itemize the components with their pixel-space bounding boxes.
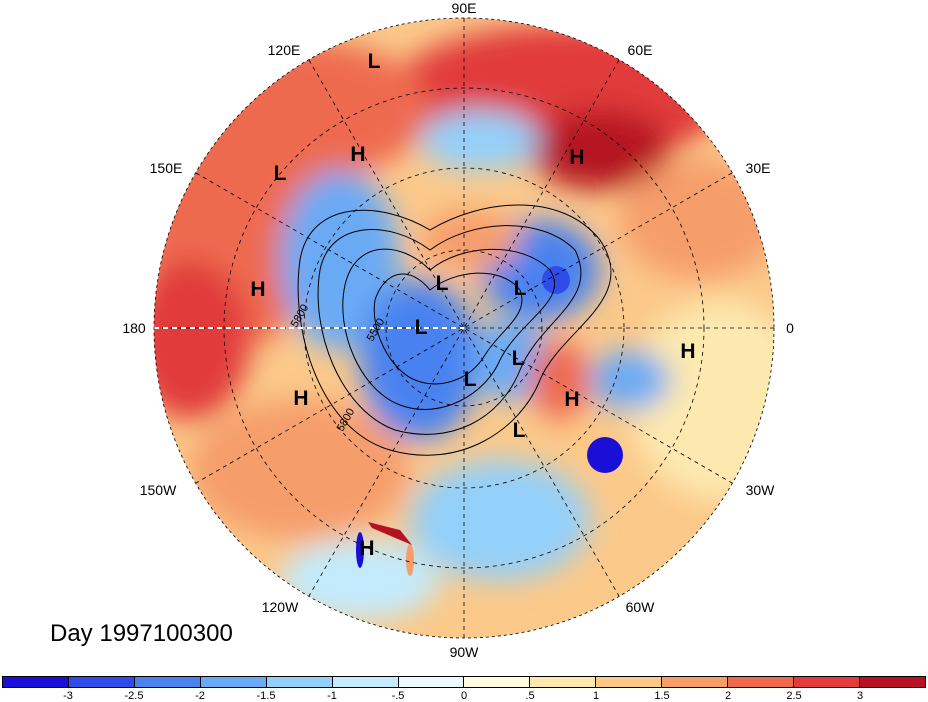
- colorbar-swatch: [200, 677, 267, 687]
- colorbar-swatch: [3, 677, 69, 687]
- pressure-center-label: L: [513, 277, 527, 300]
- pressure-center-label: H: [350, 143, 366, 166]
- colorbar-swatch: [332, 677, 399, 687]
- pressure-center-label: L: [414, 316, 428, 339]
- lon-label-120e: 120E: [267, 42, 301, 58]
- pressure-center-label: L: [273, 162, 287, 185]
- lon-label-90e: 90E: [451, 0, 477, 16]
- lon-label-90w: 90W: [449, 644, 479, 660]
- colorbar-tick-label: -2: [195, 690, 205, 702]
- colorbar-swatch: [266, 677, 333, 687]
- pressure-center-label: H: [250, 278, 266, 301]
- colorbar-tick-label: 2.5: [786, 690, 802, 702]
- anomaly-field: [154, 18, 774, 638]
- colorbar-swatch: [662, 677, 729, 687]
- colorbar-tick-label: -1.5: [256, 690, 276, 702]
- lon-label-30w: 30W: [745, 482, 775, 498]
- pressure-center-label: L: [367, 50, 381, 73]
- colorbar-swatch: [134, 677, 201, 687]
- pressure-center-label: H: [293, 387, 309, 410]
- colorbar-tick-label: -1: [327, 690, 337, 702]
- colorbar-tick-label: 2: [724, 690, 732, 702]
- lon-label-0: 0: [786, 320, 794, 336]
- polar-map: [153, 17, 775, 639]
- map-title: Day 1997100300: [50, 620, 233, 647]
- colorbar: [2, 676, 926, 688]
- pressure-center-label: L: [512, 419, 526, 442]
- lon-label-120w: 120W: [261, 599, 299, 615]
- pressure-center-label: L: [435, 272, 449, 295]
- colorbar-tick-label: 1: [592, 690, 600, 702]
- lon-label-60e: 60E: [627, 42, 653, 58]
- colorbar-tick-label: 1.5: [654, 690, 670, 702]
- pressure-center-label: H: [680, 340, 696, 363]
- colorbar-swatch: [68, 677, 135, 687]
- colorbar-tick-label: 0: [460, 690, 468, 702]
- colorbar-tick-label: -2.5: [124, 690, 144, 702]
- lon-label-30e: 30E: [745, 160, 771, 176]
- colorbar-tick-label: -.5: [391, 690, 405, 702]
- pressure-center-label: H: [359, 537, 375, 560]
- colorbar-swatch: [794, 677, 860, 687]
- colorbar-swatch: [859, 677, 925, 687]
- colorbar-swatch: [398, 677, 465, 687]
- pressure-center-label: H: [564, 388, 580, 411]
- colorbar-swatch: [530, 677, 597, 687]
- colorbar-swatch: [728, 677, 795, 687]
- colorbar-tick-label: -3: [63, 690, 73, 702]
- pressure-center-label: L: [511, 347, 525, 370]
- colorbar-tick-label: 3: [856, 690, 864, 702]
- pressure-center-label: L: [463, 368, 477, 391]
- lon-label-150w: 150W: [139, 482, 177, 498]
- lon-label-150e: 150E: [149, 160, 183, 176]
- colorbar-swatch: [464, 677, 531, 687]
- colorbar-swatch: [596, 677, 663, 687]
- lon-label-180: 180: [122, 320, 146, 336]
- pressure-center-label: H: [569, 146, 585, 169]
- lon-label-60w: 60W: [625, 599, 655, 615]
- colorbar-tick-label: .5: [525, 690, 535, 702]
